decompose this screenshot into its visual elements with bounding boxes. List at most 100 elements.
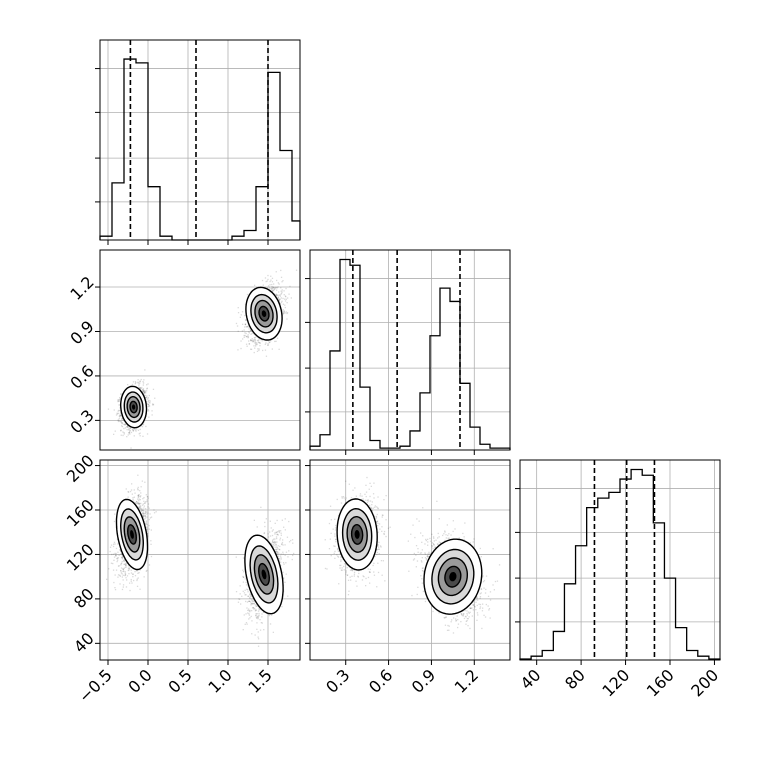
scatter-param-1-vs-2-point — [276, 279, 278, 282]
scatter-param-1-vs-2-point — [142, 390, 145, 393]
scatter-param-1-vs-3-point — [124, 566, 127, 568]
hist-param-2-bin-16 — [470, 427, 480, 450]
scatter-param-1-vs-2-point — [289, 285, 291, 288]
scatter-param-1-vs-3-point — [144, 502, 146, 504]
scatter-param-1-vs-3-point — [142, 509, 144, 511]
scatter-param-1-vs-3-point — [110, 562, 113, 564]
scatter-param-1-vs-2-point — [283, 310, 285, 312]
scatter-param-1-vs-2-point — [146, 396, 148, 399]
scatter-param-1-vs-2-point — [254, 339, 256, 341]
scatter-param-1-vs-2-point — [146, 403, 148, 405]
scatter-param-1-vs-2-point — [251, 338, 253, 340]
scatter-param-1-vs-2-point — [281, 289, 283, 291]
scatter-param-1-vs-2-point — [244, 319, 247, 321]
scatter-param-1-vs-2-point — [279, 303, 282, 305]
scatter-param-1-vs-3-point — [121, 556, 124, 558]
scatter-param-1-vs-3-point — [150, 529, 152, 531]
scatter-param-1-vs-3-point — [111, 553, 113, 556]
scatter-param-1-vs-2-point — [273, 283, 275, 285]
scatter-param-1-vs-3-point — [137, 577, 139, 579]
scatter-param-1-vs-2-point — [278, 283, 280, 285]
scatter-param-1-vs-3-point — [144, 515, 147, 517]
scatter-param-1-vs-2-point — [252, 339, 254, 342]
scatter-param-1-vs-2-point — [126, 436, 128, 438]
scatter-param-1-vs-2-point — [267, 344, 269, 346]
scatter-param-1-vs-3-point — [120, 572, 122, 574]
hist-param-2-bin-0 — [310, 446, 320, 450]
scatter-param-1-vs-3-point — [142, 498, 144, 500]
scatter-param-1-vs-2-point — [149, 402, 151, 404]
scatter-param-1-vs-2-point — [275, 340, 277, 342]
scatter-param-1-vs-2-point — [137, 381, 139, 383]
scatter-param-1-vs-2-point — [246, 335, 248, 338]
scatter-param-1-vs-2-point — [142, 382, 145, 384]
scatter-param-1-vs-2-point — [250, 333, 252, 335]
scatter-param-1-vs-3-point — [148, 518, 150, 521]
scatter-param-1-vs-2-point — [275, 295, 277, 297]
scatter-param-1-vs-3-point — [124, 563, 126, 566]
scatter-param-1-vs-3-point — [121, 588, 124, 591]
scatter-param-1-vs-3-point — [146, 499, 148, 501]
scatter-param-1-vs-3-point — [120, 553, 122, 555]
scatter-param-1-vs-2-point — [117, 419, 119, 421]
scatter-param-1-vs-2-point — [271, 281, 274, 283]
scatter-param-1-vs-3-point — [119, 549, 121, 551]
scatter-param-1-vs-2-point — [149, 400, 151, 402]
scatter-param-1-vs-3-point — [117, 551, 119, 553]
scatter-param-1-vs-3-point — [129, 582, 131, 584]
scatter-param-1-vs-2-point — [244, 314, 246, 317]
scatter-param-1-vs-2-point — [247, 337, 249, 339]
scatter-param-1-vs-2-point — [145, 392, 147, 394]
scatter-param-1-vs-3-point — [145, 570, 147, 572]
scatter-param-1-vs-2-point — [242, 323, 244, 325]
scatter-param-1-vs-2-point — [122, 419, 124, 421]
scatter-param-1-vs-3-point — [137, 488, 139, 490]
hist-param-2-bin-15 — [460, 383, 470, 450]
scatter-param-1-vs-2-point — [115, 414, 118, 416]
scatter-param-1-vs-2-point — [255, 344, 257, 346]
scatter-param-1-vs-2-point — [250, 348, 252, 350]
scatter-param-1-vs-3-point — [132, 500, 135, 502]
scatter-param-1-vs-3-point — [126, 562, 128, 564]
scatter-param-1-vs-2-point — [151, 410, 153, 412]
scatter-param-1-vs-2-point — [284, 295, 287, 297]
scatter-param-1-vs-2-point — [120, 434, 122, 436]
scatter-param-1-vs-2-point — [146, 395, 148, 397]
scatter-param-1-vs-2-point — [120, 415, 122, 417]
scatter-param-1-vs-2-cluster-1-contour-3 — [258, 305, 270, 322]
scatter-param-1-vs-2-point — [142, 391, 144, 393]
scatter-param-1-vs-2-point — [121, 423, 123, 425]
scatter-param-1-vs-2-point — [142, 390, 145, 393]
scatter-param-1-vs-2-point — [272, 289, 275, 292]
scatter-param-1-vs-2-point — [276, 294, 278, 296]
scatter-param-1-vs-3-point — [145, 522, 147, 525]
scatter-param-1-vs-3-point — [137, 498, 139, 500]
scatter-param-1-vs-3-point — [142, 511, 145, 513]
scatter-param-1-vs-2-point — [119, 416, 121, 418]
scatter-param-1-vs-2-point — [246, 326, 248, 328]
scatter-param-1-vs-3-point — [142, 513, 144, 515]
scatter-param-1-vs-3-point — [116, 557, 118, 560]
hist-param-1-bin-16 — [292, 221, 300, 240]
scatter-param-1-vs-2-point — [152, 388, 155, 390]
scatter-param-1-vs-3-point — [128, 569, 130, 571]
scatter-param-1-vs-2-point — [286, 312, 289, 314]
scatter-param-1-vs-3-point — [123, 567, 125, 569]
scatter-param-1-vs-2-point — [147, 404, 150, 406]
scatter-param-1-vs-2-point — [245, 343, 248, 345]
scatter-param-1-vs-2-point — [119, 398, 121, 400]
scatter-param-1-vs-2-point — [245, 326, 247, 328]
scatter-param-1-vs-2-point — [133, 428, 136, 430]
scatter-param-1-vs-2-point — [244, 324, 247, 326]
scatter-param-1-vs-2-point — [129, 429, 131, 432]
scatter-param-1-vs-2-point — [140, 387, 142, 390]
scatter-param-1-vs-2-point — [277, 286, 279, 288]
scatter-param-1-vs-3-point — [139, 588, 141, 590]
scatter-param-1-vs-3-point — [122, 568, 124, 570]
scatter-param-1-vs-2-point — [250, 339, 252, 342]
scatter-param-1-vs-2-point — [144, 390, 146, 393]
scatter-param-1-vs-3-cluster-0-contour-2 — [123, 516, 141, 553]
scatter-param-1-vs-2-point — [282, 313, 284, 315]
hist-param-2 — [305, 249, 511, 455]
scatter-param-1-vs-2-point — [119, 409, 121, 412]
